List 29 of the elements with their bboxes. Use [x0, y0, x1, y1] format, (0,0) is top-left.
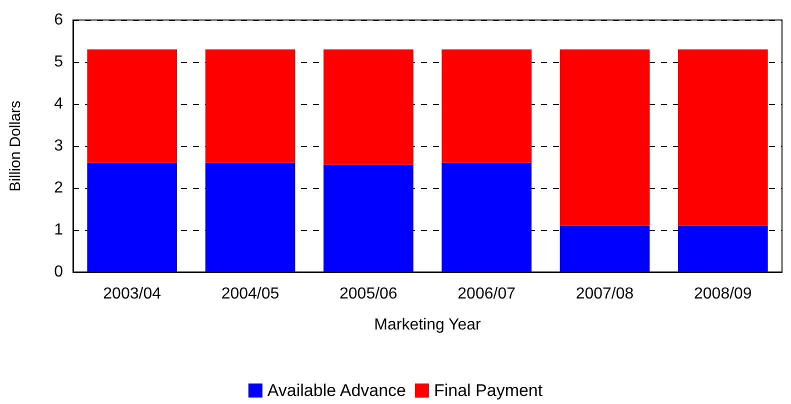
bar — [678, 226, 768, 272]
y-axis-title: Billion Dollars — [7, 100, 24, 192]
y-tick-label: 2 — [54, 180, 64, 196]
bar — [87, 162, 177, 272]
bar — [560, 226, 650, 272]
x-axis-title: Marketing Year — [374, 316, 482, 334]
y-tick-label: 5 — [54, 54, 64, 70]
x-tick-label: 2006/07 — [458, 286, 516, 302]
legend-label: Available Advance — [267, 381, 406, 400]
y-tick-label: 6 — [54, 12, 64, 28]
y-tick-label: 4 — [54, 96, 64, 112]
x-tick-label: 2007/08 — [576, 286, 634, 302]
bar — [205, 162, 296, 272]
x-tick-label: 2005/06 — [339, 286, 398, 302]
legend-label: Final Payment — [434, 381, 543, 400]
bar — [324, 49, 414, 165]
x-tick-label: 2003/04 — [103, 286, 162, 302]
x-tick-label: 2004/05 — [221, 286, 280, 302]
y-tick-label: 3 — [54, 138, 64, 154]
bar — [442, 49, 532, 163]
x-tick-label: 2008/09 — [694, 286, 752, 302]
y-tick-label: 0 — [54, 264, 64, 280]
bar — [560, 49, 650, 226]
y-tick-label: 1 — [54, 222, 64, 238]
bar — [205, 49, 296, 163]
bar — [442, 162, 532, 272]
bar — [324, 164, 414, 272]
bar — [87, 49, 177, 163]
bar — [678, 49, 768, 226]
